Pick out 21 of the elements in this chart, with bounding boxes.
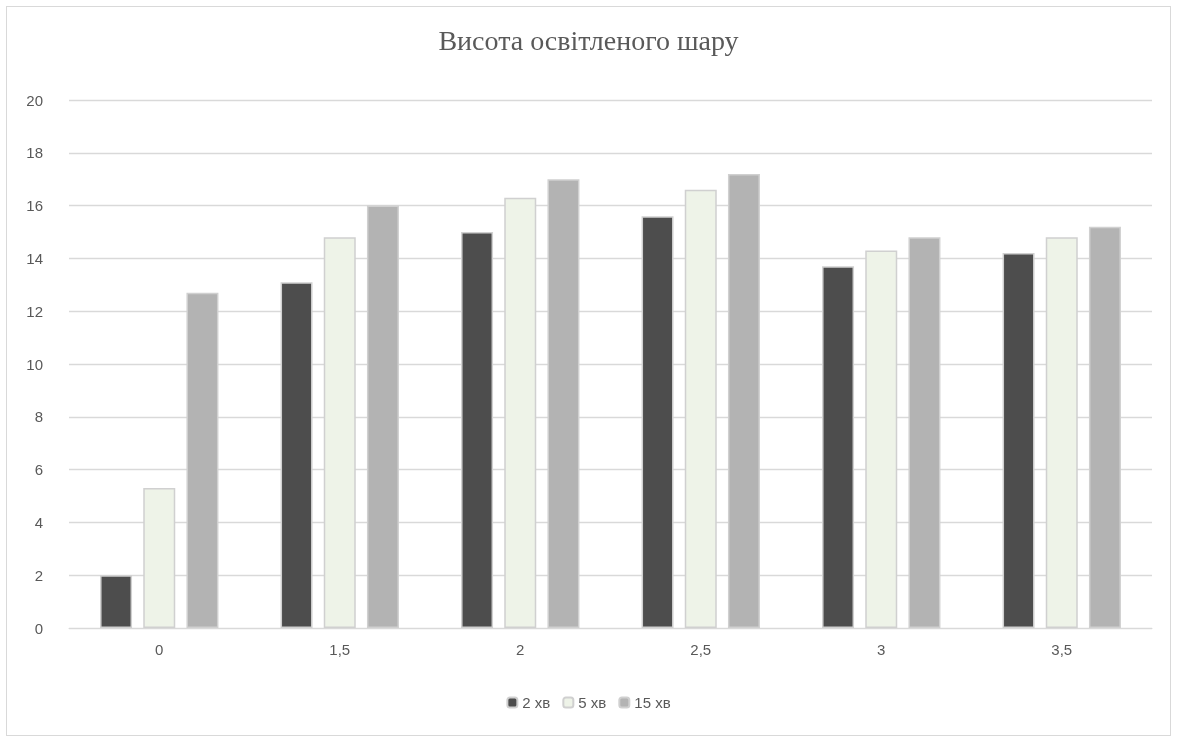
y-tick-label: 8 bbox=[34, 408, 43, 426]
y-tick-label: 4 bbox=[34, 513, 43, 531]
y-tick-label: 18 bbox=[26, 144, 43, 162]
y-tick-label: 6 bbox=[34, 461, 43, 479]
chart-title: Висота освітленого шару bbox=[438, 24, 739, 56]
legend-label: 5 хв bbox=[578, 694, 607, 711]
x-tick-label: 3 bbox=[877, 641, 886, 658]
y-tick-label: 12 bbox=[26, 302, 43, 320]
x-tick-label: 3,5 bbox=[1051, 641, 1073, 658]
legend-label: 2 хв bbox=[522, 694, 551, 711]
y-tick-label: 0 bbox=[34, 619, 43, 637]
y-tick-label: 16 bbox=[26, 197, 43, 215]
y-tick-label: 2 bbox=[34, 566, 43, 584]
y-tick-label: 14 bbox=[26, 249, 43, 267]
x-tick-label: 2 bbox=[516, 641, 525, 658]
y-tick-label: 10 bbox=[26, 355, 43, 373]
y-tick-label: 20 bbox=[26, 91, 43, 109]
x-tick-label: 2,5 bbox=[690, 641, 712, 658]
legend-label: 15 хв bbox=[634, 694, 671, 711]
x-tick-label: 1,5 bbox=[329, 641, 351, 658]
x-tick-label: 0 bbox=[155, 641, 164, 658]
